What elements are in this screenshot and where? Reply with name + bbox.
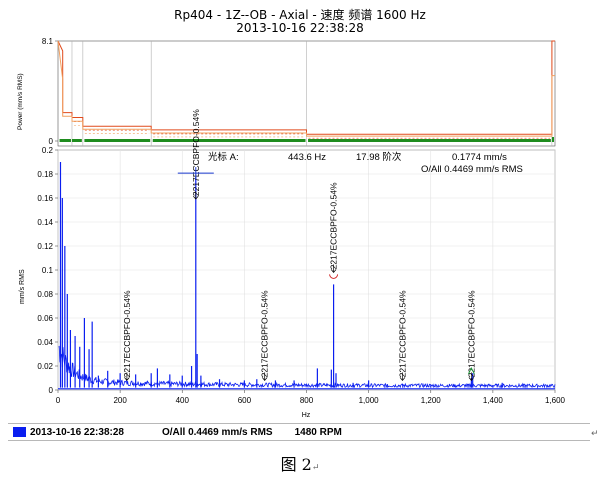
y-tick-label: 0.16 — [37, 194, 53, 203]
y-tick-label: 0.18 — [37, 170, 53, 179]
overall-readout: O/All 0.4469 mm/s RMS — [421, 164, 523, 175]
power-y-tick-label: 0 — [49, 137, 54, 146]
bpfo-marker-arrow — [330, 269, 337, 273]
x-tick-label: 1,000 — [359, 396, 380, 405]
y-tick-label: 0.02 — [37, 362, 53, 371]
x-tick-label: 600 — [238, 396, 252, 405]
figure-caption-text: 图 2 — [280, 455, 312, 474]
power-bar — [152, 139, 306, 142]
x-tick-label: 1,600 — [545, 396, 566, 405]
bpfo-marker-arrow — [124, 377, 130, 381]
x-tick-label: 0 — [56, 396, 61, 405]
harmonic-marker — [467, 366, 475, 375]
bpfo-annotation-label: 2217ECCBPFO-0.54% — [122, 290, 132, 377]
power-bar — [551, 137, 554, 142]
cursor-order: 17.98 阶次 — [356, 151, 402, 163]
bpfo-marker-arrow — [399, 377, 406, 381]
bpfo-annotation-label: 2217ECCBPFO-0.54% — [260, 290, 270, 377]
power-series-line — [57, 40, 555, 137]
cursor-amplitude: 0.1774 mm/s — [452, 152, 507, 163]
y-tick-label: 0.12 — [37, 242, 53, 251]
y-tick-label: 0.06 — [37, 314, 53, 323]
return-mark: ↵ — [311, 463, 320, 473]
power-series-line — [57, 40, 555, 135]
power-y-tick-label: 8.1 — [42, 37, 54, 46]
power-bar — [84, 139, 151, 142]
spectrum-panel: 00.020.040.060.080.10.120.140.160.180.2 … — [19, 109, 566, 419]
x-tick-label: 1,200 — [421, 396, 442, 405]
status-overall: O/All 0.4469 mm/s RMS — [161, 426, 273, 438]
y-axis-label: mm/s RMS — [19, 269, 26, 304]
return-mark: ↵ — [591, 429, 599, 439]
bpfo-marker-arrow — [193, 195, 199, 200]
status-bar: 2013-10-16 22:38:28 O/All 0.4469 mm/s RM… — [8, 423, 590, 441]
status-date: 2013-10-16 22:38:28 — [30, 426, 124, 438]
power-bar — [71, 139, 82, 142]
cursor-label: 光标 A: — [208, 151, 239, 163]
spectrum-chart[interactable]: Power (mm/s RMS) 8.1 0 0 0.02 0.04 0.06 0.08 0… — [0, 0, 600, 423]
harmonic-marker — [329, 274, 339, 279]
cursor-frequency: 443.6 Hz — [288, 152, 326, 163]
power-panel: Power (mm/s RMS) 8.1 0 — [17, 37, 556, 147]
y-tick-label: 0.2 — [42, 146, 54, 155]
x-tick-label: 200 — [113, 396, 127, 405]
bpfo-annotation-label: 2217ECCBPFO-0.54% — [329, 182, 339, 269]
y-tick-label: 0.08 — [37, 290, 53, 299]
chart-title: Rp404 - 1Z--OB - Axial - 速度 频谱 1600 Hz — [174, 8, 426, 22]
x-axis-label: Hz — [302, 412, 311, 419]
x-tick-label: 400 — [176, 396, 190, 405]
figure-caption: 图 2↵ — [0, 451, 600, 475]
bpfo-annotation-label: 2217ECCBPFO-0.54% — [397, 290, 407, 377]
bpfo-marker-arrow — [468, 377, 475, 381]
y-tick-label: 0.04 — [37, 338, 53, 347]
bpfo-marker-arrow — [261, 377, 268, 381]
power-bar — [308, 139, 551, 142]
bpfo-annotation-label: 2217ECCBPFO-0.54% — [466, 290, 476, 377]
power-bar — [59, 139, 71, 142]
power-axis-label: Power (mm/s RMS) — [17, 73, 24, 130]
legend-swatch — [13, 427, 26, 437]
status-rpm: 1480 RPM — [294, 426, 342, 438]
y-tick-label: 0.1 — [42, 266, 54, 275]
chart-timestamp: 2013-10-16 22:38:28 — [236, 21, 364, 35]
y-tick-label: 0 — [49, 386, 54, 395]
x-tick-label: 1,400 — [483, 396, 504, 405]
bpfo-annotation-label: 2217ECCBPFO-0.54% — [191, 109, 201, 196]
x-tick-label: 800 — [300, 396, 314, 405]
y-tick-label: 0.14 — [37, 218, 53, 227]
